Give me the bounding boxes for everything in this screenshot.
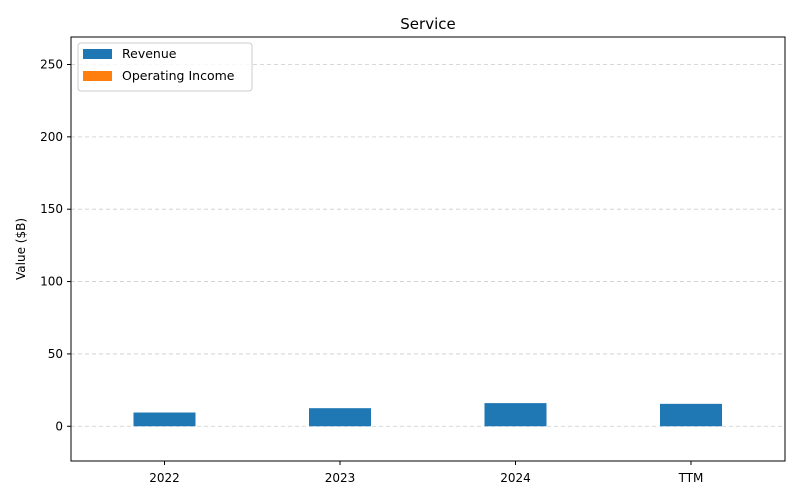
plot-frame bbox=[70, 36, 786, 462]
legend-swatch-revenue bbox=[83, 49, 112, 59]
legend-label-revenue: Revenue bbox=[122, 46, 177, 61]
bars bbox=[133, 403, 722, 427]
y-axis-ticks: 0 50 100 150 200 250 bbox=[40, 57, 71, 433]
bar-revenue-2023 bbox=[309, 408, 371, 427]
chart-title: Service bbox=[400, 15, 455, 33]
x-tick-label: 2022 bbox=[149, 471, 180, 485]
y-tick-label: 200 bbox=[40, 130, 63, 144]
x-tick-label: TTM bbox=[678, 471, 704, 485]
x-tick-label: 2024 bbox=[500, 471, 531, 485]
bar-revenue-2024 bbox=[484, 403, 547, 427]
bar-revenue-ttm bbox=[660, 403, 722, 427]
y-tick-label: 0 bbox=[55, 419, 63, 433]
legend-label-operating-income: Operating Income bbox=[122, 68, 235, 83]
bar-revenue-2022 bbox=[133, 412, 196, 427]
y-tick-label: 100 bbox=[40, 275, 63, 289]
y-tick-label: 250 bbox=[40, 57, 63, 71]
x-tick-label: 2023 bbox=[325, 471, 356, 485]
legend-box bbox=[77, 42, 253, 92]
legend-swatch-operating-income bbox=[83, 71, 112, 81]
y-tick-label: 50 bbox=[48, 347, 63, 361]
x-axis-ticks: 2022 2023 2024 TTM bbox=[149, 461, 703, 485]
legend: Revenue Operating Income bbox=[77, 42, 253, 92]
y-tick-label: 150 bbox=[40, 202, 63, 216]
y-axis-label: Value ($B) bbox=[14, 218, 28, 280]
